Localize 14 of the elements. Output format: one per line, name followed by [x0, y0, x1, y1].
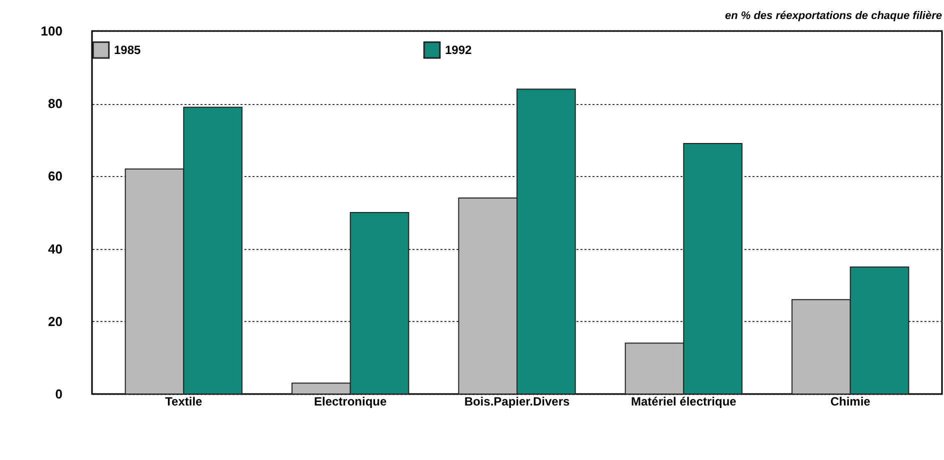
x-tick-label: Textile — [165, 394, 203, 408]
y-tick-label: 100 — [40, 24, 62, 38]
y-tick-label: 20 — [48, 314, 62, 329]
legend-label: 1985 — [114, 43, 142, 58]
y-tick-label: 40 — [48, 241, 62, 256]
chart-subtitle: en % des réexportations de chaque filière — [724, 10, 942, 22]
y-tick-label: 0 — [55, 386, 62, 402]
y-tick-label: 60 — [48, 168, 62, 184]
x-tick-label: Electronique — [314, 394, 387, 408]
legend-label: 1992 — [445, 43, 472, 58]
x-tick-label: Chimie — [830, 394, 871, 408]
x-tick-label: Matériel électrique — [630, 394, 737, 408]
y-tick-label: 80 — [48, 96, 62, 112]
x-tick-label: Bois.Papier.Divers — [464, 394, 570, 408]
